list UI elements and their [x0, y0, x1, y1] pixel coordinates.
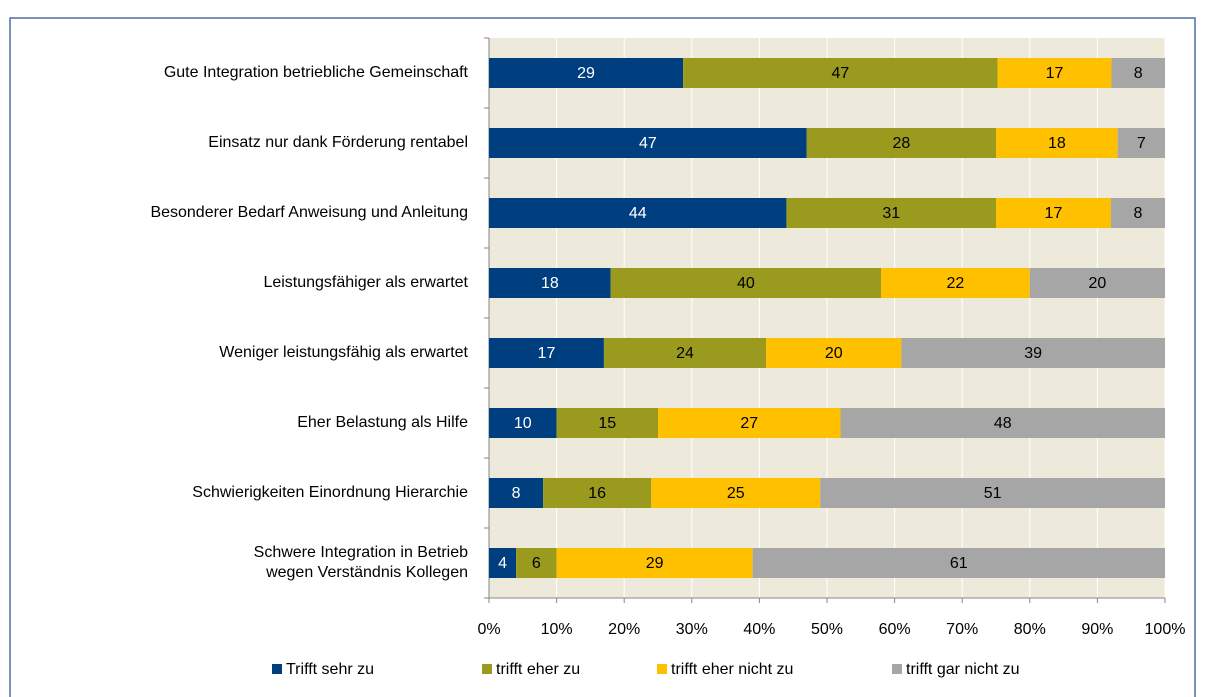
bar-segment — [489, 268, 611, 298]
bar-segment — [766, 338, 902, 368]
x-tick-label: 60% — [879, 621, 911, 638]
bar-segment — [996, 198, 1111, 228]
data-label: 29 — [646, 555, 664, 572]
bar-segment — [901, 338, 1165, 368]
x-tick-label: 40% — [743, 621, 775, 638]
data-label: 61 — [950, 555, 968, 572]
bar-segment — [489, 548, 517, 578]
bar-segment — [489, 58, 684, 88]
legend-label: trifft gar nicht zu — [906, 661, 1020, 678]
data-label: 29 — [577, 65, 595, 82]
y-tick-label: Schwere Integration in Betrieb wegen Ver… — [253, 544, 468, 581]
bar-segment — [489, 478, 544, 508]
data-label: 31 — [882, 205, 900, 222]
data-label: 8 — [1134, 205, 1143, 222]
data-label: 20 — [825, 345, 843, 362]
x-tick-label: 10% — [541, 621, 573, 638]
bar-segment — [489, 198, 787, 228]
bar-segment — [996, 128, 1118, 158]
data-label: 16 — [588, 485, 606, 502]
y-tick-label: Einsatz nur dank Förderung rentabel — [208, 134, 468, 151]
data-label: 8 — [512, 485, 521, 502]
bar-segment — [997, 58, 1112, 88]
x-tick-label: 90% — [1081, 621, 1113, 638]
x-tick-label: 30% — [676, 621, 708, 638]
bar-segment — [516, 548, 557, 578]
bar-segment — [820, 478, 1165, 508]
data-label: 17 — [1046, 65, 1064, 82]
data-label: 44 — [629, 205, 647, 222]
bar-segment — [556, 548, 753, 578]
data-label: 10 — [514, 415, 532, 432]
data-label: 20 — [1089, 275, 1107, 292]
x-tick-label: 70% — [946, 621, 978, 638]
bar-segment — [658, 408, 841, 438]
data-label: 28 — [892, 135, 910, 152]
bar-segment — [752, 548, 1165, 578]
data-label: 4 — [498, 555, 507, 572]
data-label: 47 — [831, 65, 849, 82]
data-label: 39 — [1024, 345, 1042, 362]
bar-segment — [1029, 268, 1165, 298]
data-label: 48 — [994, 415, 1012, 432]
bar-segment — [610, 268, 882, 298]
legend-label: trifft eher nicht zu — [671, 661, 793, 678]
y-tick-label: Weniger leistungsfähig als erwartet — [219, 344, 468, 361]
legend-swatch — [892, 664, 902, 674]
x-tick-label: 80% — [1014, 621, 1046, 638]
data-label: 17 — [538, 345, 556, 362]
bar-segment — [1117, 128, 1165, 158]
data-label: 40 — [737, 275, 755, 292]
data-label: 27 — [740, 415, 758, 432]
bar-segment — [489, 408, 557, 438]
legend-swatch — [482, 664, 492, 674]
bar-segment — [651, 478, 821, 508]
y-tick-label: Schwierigkeiten Einordnung Hierarchie — [192, 484, 468, 501]
data-label: 22 — [947, 275, 965, 292]
data-label: 18 — [541, 275, 559, 292]
legend-swatch — [272, 664, 282, 674]
x-tick-label: 0% — [477, 621, 500, 638]
data-label: 24 — [676, 345, 694, 362]
legend-swatch — [657, 664, 667, 674]
y-tick-label: Leistungsfähiger als erwartet — [263, 274, 468, 291]
bar-segment — [543, 478, 652, 508]
bar-segment — [786, 198, 996, 228]
x-tick-label: 100% — [1145, 621, 1186, 638]
bar-segment — [840, 408, 1165, 438]
legend-label: Trifft sehr zu — [286, 661, 374, 678]
bar-segment — [489, 128, 807, 158]
data-label: 51 — [984, 485, 1002, 502]
y-tick-label: Besonderer Bedarf Anweisung und Anleitun… — [150, 204, 468, 221]
bar-segment — [806, 128, 996, 158]
data-label: 6 — [532, 555, 541, 572]
data-label: 47 — [639, 135, 657, 152]
bar-segment — [1110, 198, 1165, 228]
bar-segment — [556, 408, 658, 438]
data-label: 17 — [1045, 205, 1063, 222]
x-tick-label: 50% — [811, 621, 843, 638]
data-label: 18 — [1048, 135, 1066, 152]
bar-segment — [881, 268, 1030, 298]
y-tick-label: Eher Belastung als Hilfe — [297, 414, 468, 431]
data-label: 15 — [598, 415, 616, 432]
bar-segment — [489, 338, 604, 368]
data-label: 25 — [727, 485, 745, 502]
data-label: 8 — [1134, 65, 1143, 82]
legend-label: trifft eher zu — [496, 661, 580, 678]
bar-segment — [683, 58, 998, 88]
data-label: 7 — [1137, 135, 1146, 152]
bar-segment — [603, 338, 767, 368]
bar-segment — [1111, 58, 1165, 88]
y-tick-label: Gute Integration betriebliche Gemeinscha… — [163, 64, 468, 81]
x-tick-label: 20% — [608, 621, 640, 638]
